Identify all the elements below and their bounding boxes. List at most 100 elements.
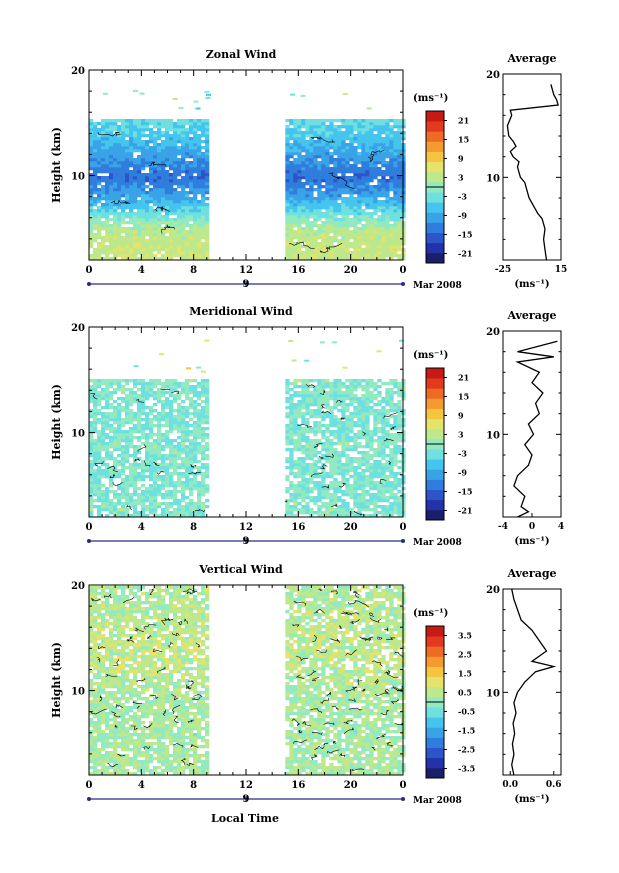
colorbar-tick-label: 15 xyxy=(458,135,469,145)
heatmap-cell xyxy=(361,170,366,174)
heatmap-cell xyxy=(125,122,130,126)
heatmap-cell xyxy=(369,212,374,216)
heatmap-cell xyxy=(389,424,394,428)
heatmap-cell xyxy=(341,134,346,138)
heatmap-cell xyxy=(329,119,334,123)
heatmap-cell xyxy=(125,152,130,156)
heatmap-cell xyxy=(153,200,158,204)
heatmap-cell xyxy=(373,394,378,398)
heatmap-cell xyxy=(205,463,210,467)
heatmap-cell xyxy=(137,424,142,428)
heatmap-cell xyxy=(113,137,118,141)
heatmap-cell xyxy=(189,379,194,383)
heatmap-cell xyxy=(321,382,326,386)
heatmap-cell xyxy=(133,490,138,494)
heatmap-cell xyxy=(97,430,102,434)
heatmap-cell xyxy=(305,436,310,440)
heatmap-cell xyxy=(397,176,402,180)
heatmap-cell xyxy=(377,218,382,222)
heatmap-cell xyxy=(181,131,186,135)
heatmap-cell xyxy=(133,478,138,482)
heatmap-cell xyxy=(109,179,114,183)
heatmap-cell xyxy=(373,484,378,488)
heatmap-cell xyxy=(285,457,290,461)
heatmap-cell xyxy=(185,460,190,464)
heatmap-cell xyxy=(201,224,206,228)
heatmap-cell xyxy=(337,433,342,437)
heatmap-cell xyxy=(105,385,110,389)
heatmap-cell xyxy=(389,457,394,461)
heatmap-cell xyxy=(197,182,202,186)
heatmap-cell xyxy=(317,427,322,431)
heatmap-cell xyxy=(181,191,186,195)
heatmap-cell xyxy=(381,206,386,210)
heatmap-cell xyxy=(145,397,150,401)
heatmap-cell xyxy=(349,155,354,159)
heatmap-cell xyxy=(301,239,306,243)
heatmap-cell xyxy=(205,212,210,216)
heatmap-cell xyxy=(373,185,378,189)
heatmap-cell xyxy=(385,421,390,425)
heatmap-cell xyxy=(145,469,150,473)
heatmap-cell xyxy=(157,215,162,219)
heatmap-cell xyxy=(369,233,374,237)
heatmap-cell xyxy=(337,161,342,165)
heatmap-cell xyxy=(193,131,198,135)
heatmap-cell xyxy=(109,251,114,255)
heatmap-cell xyxy=(189,230,194,234)
heatmap-cell xyxy=(377,379,382,383)
heatmap-cell xyxy=(125,146,130,150)
heatmap-cell xyxy=(189,242,194,246)
heatmap-cell xyxy=(357,257,362,261)
heatmap-cell xyxy=(365,451,370,455)
heatmap-cell xyxy=(337,170,342,174)
heatmap-cell xyxy=(357,128,362,132)
heatmap-cell xyxy=(161,511,166,515)
heatmap-cell xyxy=(289,167,294,171)
heatmap-cell xyxy=(153,499,158,503)
heatmap-cell xyxy=(369,385,374,389)
heatmap-cell xyxy=(329,454,334,458)
heatmap-cell xyxy=(165,137,170,141)
heatmap-cell xyxy=(109,445,114,449)
heatmap-cell xyxy=(121,185,126,189)
heatmap-cell xyxy=(305,508,310,512)
heatmap-cell xyxy=(189,164,194,168)
heatmap-cell xyxy=(101,170,106,174)
heatmap-cell xyxy=(337,143,342,147)
heatmap-cell xyxy=(121,463,126,467)
heatmap-cell xyxy=(185,415,190,419)
heatmap-cell xyxy=(117,412,122,416)
heatmap-cell xyxy=(173,493,178,497)
colorbar-unit: (ms⁻¹) xyxy=(413,93,448,104)
heatmap-cell xyxy=(189,442,194,446)
heatmap-cell xyxy=(149,463,154,467)
heatmap-cell xyxy=(329,502,334,506)
heatmap-cell xyxy=(197,487,202,491)
heatmap-cell xyxy=(165,379,170,383)
heatmap-cell xyxy=(345,200,350,204)
heatmap-cell xyxy=(181,233,186,237)
heatmap-cell xyxy=(201,487,206,491)
heatmap-cell xyxy=(193,445,198,449)
heatmap-cell xyxy=(301,254,306,258)
heatmap-cell xyxy=(121,164,126,168)
heatmap-cell xyxy=(313,379,318,383)
heatmap-cell xyxy=(153,481,158,485)
heatmap-cell xyxy=(369,218,374,222)
heatmap-cell xyxy=(389,233,394,237)
heatmap-cell xyxy=(377,385,382,389)
heatmap-cell xyxy=(297,251,302,255)
heatmap-cell xyxy=(321,412,326,416)
heatmap-cell xyxy=(137,412,142,416)
heatmap-cell xyxy=(121,239,126,243)
heatmap-cell xyxy=(89,161,94,165)
heatmap-cell xyxy=(205,436,210,440)
heatmap-cell xyxy=(141,155,146,159)
heatmap-cell xyxy=(301,445,306,449)
heatmap-cell xyxy=(113,439,118,443)
heatmap-cell xyxy=(149,469,154,473)
heatmap-cell xyxy=(329,514,334,518)
heatmap-cells xyxy=(89,90,406,261)
heatmap-cell xyxy=(285,221,290,225)
